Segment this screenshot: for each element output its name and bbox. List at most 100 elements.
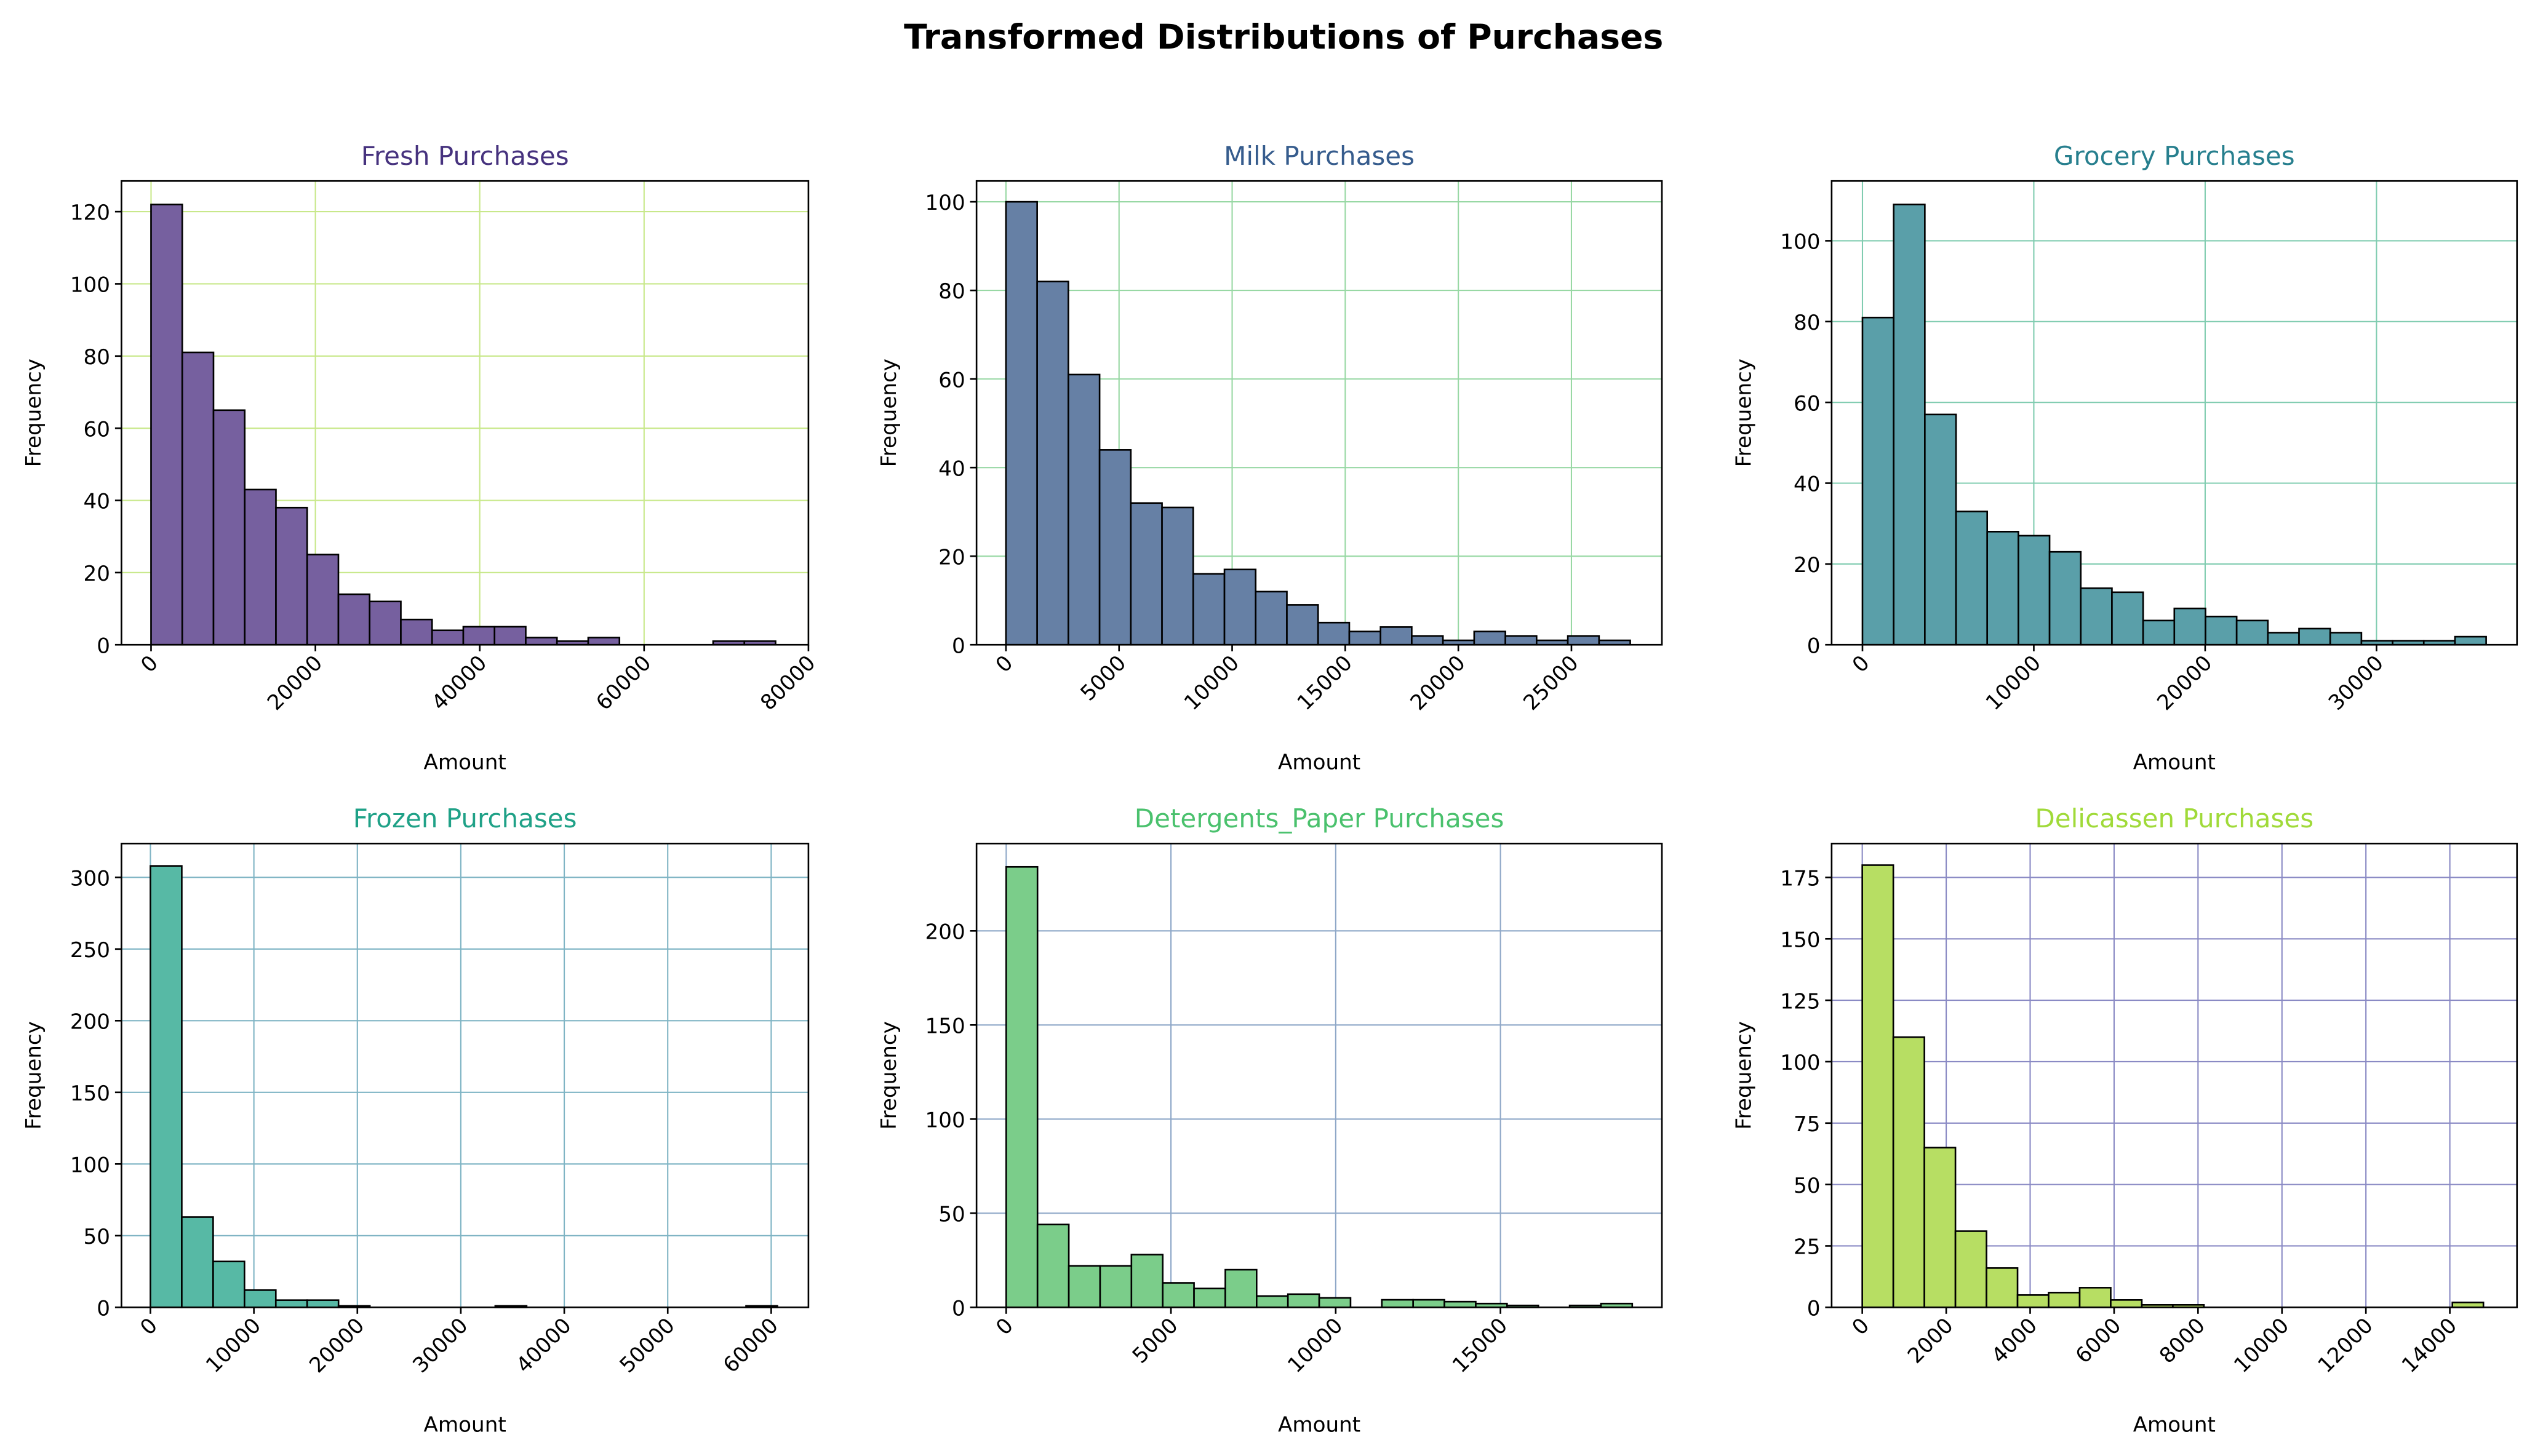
bar bbox=[1036, 280, 1069, 646]
bar bbox=[1223, 568, 1257, 646]
y-tick-label: 60 bbox=[938, 368, 965, 392]
y-tick-label: 50 bbox=[938, 1202, 965, 1227]
axes-frame bbox=[121, 180, 810, 646]
bar bbox=[2110, 1299, 2143, 1308]
bar bbox=[1130, 1254, 1164, 1308]
bar bbox=[306, 1299, 340, 1308]
x-tick-label: 0 bbox=[1848, 651, 1875, 678]
bar bbox=[1892, 1036, 1925, 1308]
y-tick-label: 150 bbox=[925, 1014, 965, 1038]
y-tick-label: 300 bbox=[70, 866, 110, 891]
bar bbox=[1955, 511, 1989, 646]
x-tick-label: 40000 bbox=[511, 1313, 576, 1378]
panel: 0 10000 20000 30000 40000 50000 60000 0 50 100 150… bbox=[22, 803, 810, 1438]
bar bbox=[1923, 1147, 1957, 1308]
bar bbox=[1986, 530, 2019, 646]
bar bbox=[1162, 1282, 1195, 1308]
x-axis-label: Amount bbox=[2133, 750, 2216, 774]
bar bbox=[1381, 1299, 1415, 1308]
bar bbox=[1412, 1299, 1445, 1308]
y-axis-label: Frequency bbox=[877, 359, 901, 467]
bar bbox=[1348, 631, 1382, 646]
x-tick-label: 60000 bbox=[591, 651, 656, 715]
bar bbox=[1005, 865, 1039, 1308]
x-tick-label: 10000 bbox=[2229, 1313, 2294, 1378]
y-tick-label: 100 bbox=[70, 273, 110, 298]
bar bbox=[244, 488, 277, 646]
y-tick-label: 175 bbox=[1780, 867, 1820, 891]
axes-frame bbox=[121, 843, 810, 1308]
y-axis-label: Frequency bbox=[22, 359, 46, 467]
bar bbox=[1954, 1230, 1987, 1308]
x-tick-label: 14000 bbox=[2397, 1313, 2462, 1378]
y-tick-label: 20 bbox=[1794, 553, 1820, 578]
bar bbox=[2080, 587, 2113, 646]
bar bbox=[1005, 201, 1038, 646]
bar bbox=[1286, 604, 1319, 646]
x-tick-label: 30000 bbox=[2324, 651, 2389, 715]
bar bbox=[493, 626, 527, 646]
y-tick-label: 25 bbox=[1794, 1235, 1820, 1260]
axes-frame bbox=[975, 843, 1663, 1308]
bar bbox=[1036, 1223, 1070, 1308]
y-tick-label: 200 bbox=[70, 1009, 110, 1034]
bar bbox=[1287, 1293, 1320, 1308]
bar bbox=[1986, 1267, 2019, 1308]
bar bbox=[1473, 631, 1506, 646]
bar bbox=[1192, 573, 1226, 646]
bar bbox=[275, 506, 308, 646]
x-axis-label: Amount bbox=[1278, 1413, 1360, 1438]
bar bbox=[1924, 413, 1957, 646]
x-tick-label: 2000 bbox=[1903, 1313, 1958, 1369]
x-tick-label: 0 bbox=[1847, 1313, 1874, 1340]
y-tick-label: 60 bbox=[84, 417, 110, 442]
bar bbox=[2205, 615, 2238, 646]
bar bbox=[2048, 551, 2082, 646]
panel-title: Milk Purchases bbox=[1224, 141, 1415, 171]
bar bbox=[2048, 1292, 2081, 1308]
panel-title: Delicassen Purchases bbox=[2035, 803, 2313, 833]
bar bbox=[1130, 502, 1163, 646]
x-tick-label: 50000 bbox=[615, 1313, 680, 1378]
y-tick-label: 60 bbox=[1794, 391, 1820, 416]
bar bbox=[1193, 1287, 1226, 1308]
y-tick-label: 0 bbox=[97, 1296, 110, 1321]
y-tick-label: 100 bbox=[925, 191, 965, 215]
x-tick-label: 20000 bbox=[2152, 651, 2217, 715]
bar bbox=[274, 1299, 308, 1308]
x-tick-label: 15000 bbox=[1293, 651, 1357, 715]
bar bbox=[431, 629, 465, 646]
x-tick-label: 10000 bbox=[1180, 651, 1244, 715]
x-tick-label: 80000 bbox=[756, 651, 820, 715]
bar bbox=[306, 554, 340, 646]
y-tick-label: 40 bbox=[84, 490, 110, 514]
x-tick-label: 10000 bbox=[201, 1313, 266, 1378]
bar bbox=[2267, 632, 2300, 646]
bar bbox=[150, 865, 183, 1308]
y-tick-label: 80 bbox=[84, 345, 110, 370]
x-tick-label: 5000 bbox=[1076, 651, 1131, 706]
x-tick-label: 40000 bbox=[427, 651, 492, 715]
bar bbox=[2111, 591, 2144, 646]
bar bbox=[2329, 632, 2363, 646]
bar bbox=[400, 618, 433, 646]
bar bbox=[1256, 1295, 1289, 1308]
panel-title: Detergents_Paper Purchases bbox=[1135, 803, 1504, 833]
bar bbox=[2454, 635, 2487, 646]
bar bbox=[1861, 864, 1894, 1308]
y-tick-label: 0 bbox=[1807, 1296, 1821, 1321]
x-axis-label: Amount bbox=[1278, 750, 1360, 774]
bar bbox=[2016, 1294, 2050, 1308]
panel: 0 5000 10000 15000 0 50 100 150 200 Detergents_Pa… bbox=[877, 803, 1663, 1438]
bar bbox=[1317, 621, 1351, 646]
x-tick-label: 8000 bbox=[2155, 1313, 2210, 1369]
y-axis-label: Frequency bbox=[1731, 359, 1756, 467]
bar bbox=[1504, 635, 1538, 646]
x-tick-label: 25000 bbox=[1519, 651, 1583, 715]
figure-title: Transformed Distributions of Purchases bbox=[904, 18, 1663, 57]
y-tick-label: 150 bbox=[1780, 928, 1820, 952]
x-tick-label: 5000 bbox=[1128, 1313, 1183, 1369]
y-axis-label: Frequency bbox=[1731, 1021, 1756, 1129]
panel: 0 20000 40000 60000 80000 0 20 40 60 80 100 120 Fres… bbox=[22, 141, 820, 775]
